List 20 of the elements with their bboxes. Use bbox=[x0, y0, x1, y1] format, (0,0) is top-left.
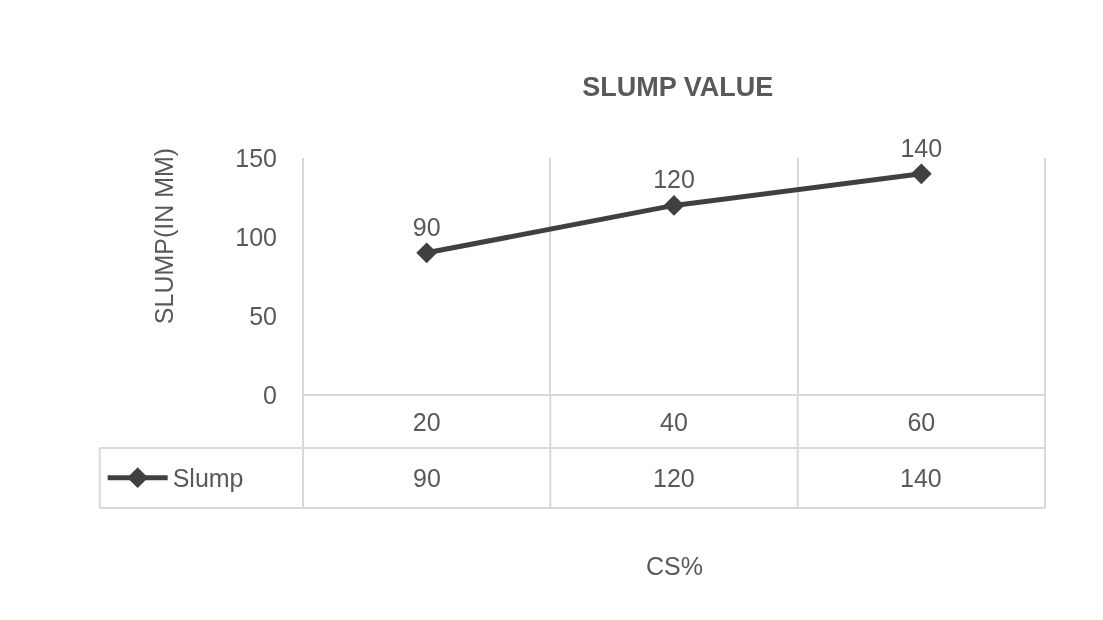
point bbox=[910, 163, 932, 185]
data-label: 140 bbox=[900, 464, 942, 492]
annotation: 140 bbox=[900, 133, 943, 162]
x-axis-title: CS% bbox=[646, 552, 703, 580]
data-label: 90 bbox=[413, 464, 441, 492]
legend-label: Slump bbox=[172, 464, 244, 493]
point bbox=[663, 195, 685, 216]
x-tick-label: 40 bbox=[660, 408, 688, 436]
annotation: 120 bbox=[653, 165, 695, 194]
annotation: 90 bbox=[412, 212, 441, 241]
y-tick-label: 100 bbox=[235, 222, 277, 251]
chart-title: SLUMP VALUE bbox=[582, 72, 774, 103]
x-tick-label: 60 bbox=[907, 408, 936, 436]
y-tick-label: 150 bbox=[235, 143, 277, 172]
y-axis-title: SLUMP(IN MM) bbox=[149, 147, 178, 325]
point bbox=[416, 242, 438, 264]
y-tick-label: 50 bbox=[249, 301, 277, 330]
y-tick-label: 0 bbox=[263, 380, 277, 409]
data-label: 120 bbox=[653, 464, 695, 492]
x-tick-label: 20 bbox=[412, 408, 441, 436]
